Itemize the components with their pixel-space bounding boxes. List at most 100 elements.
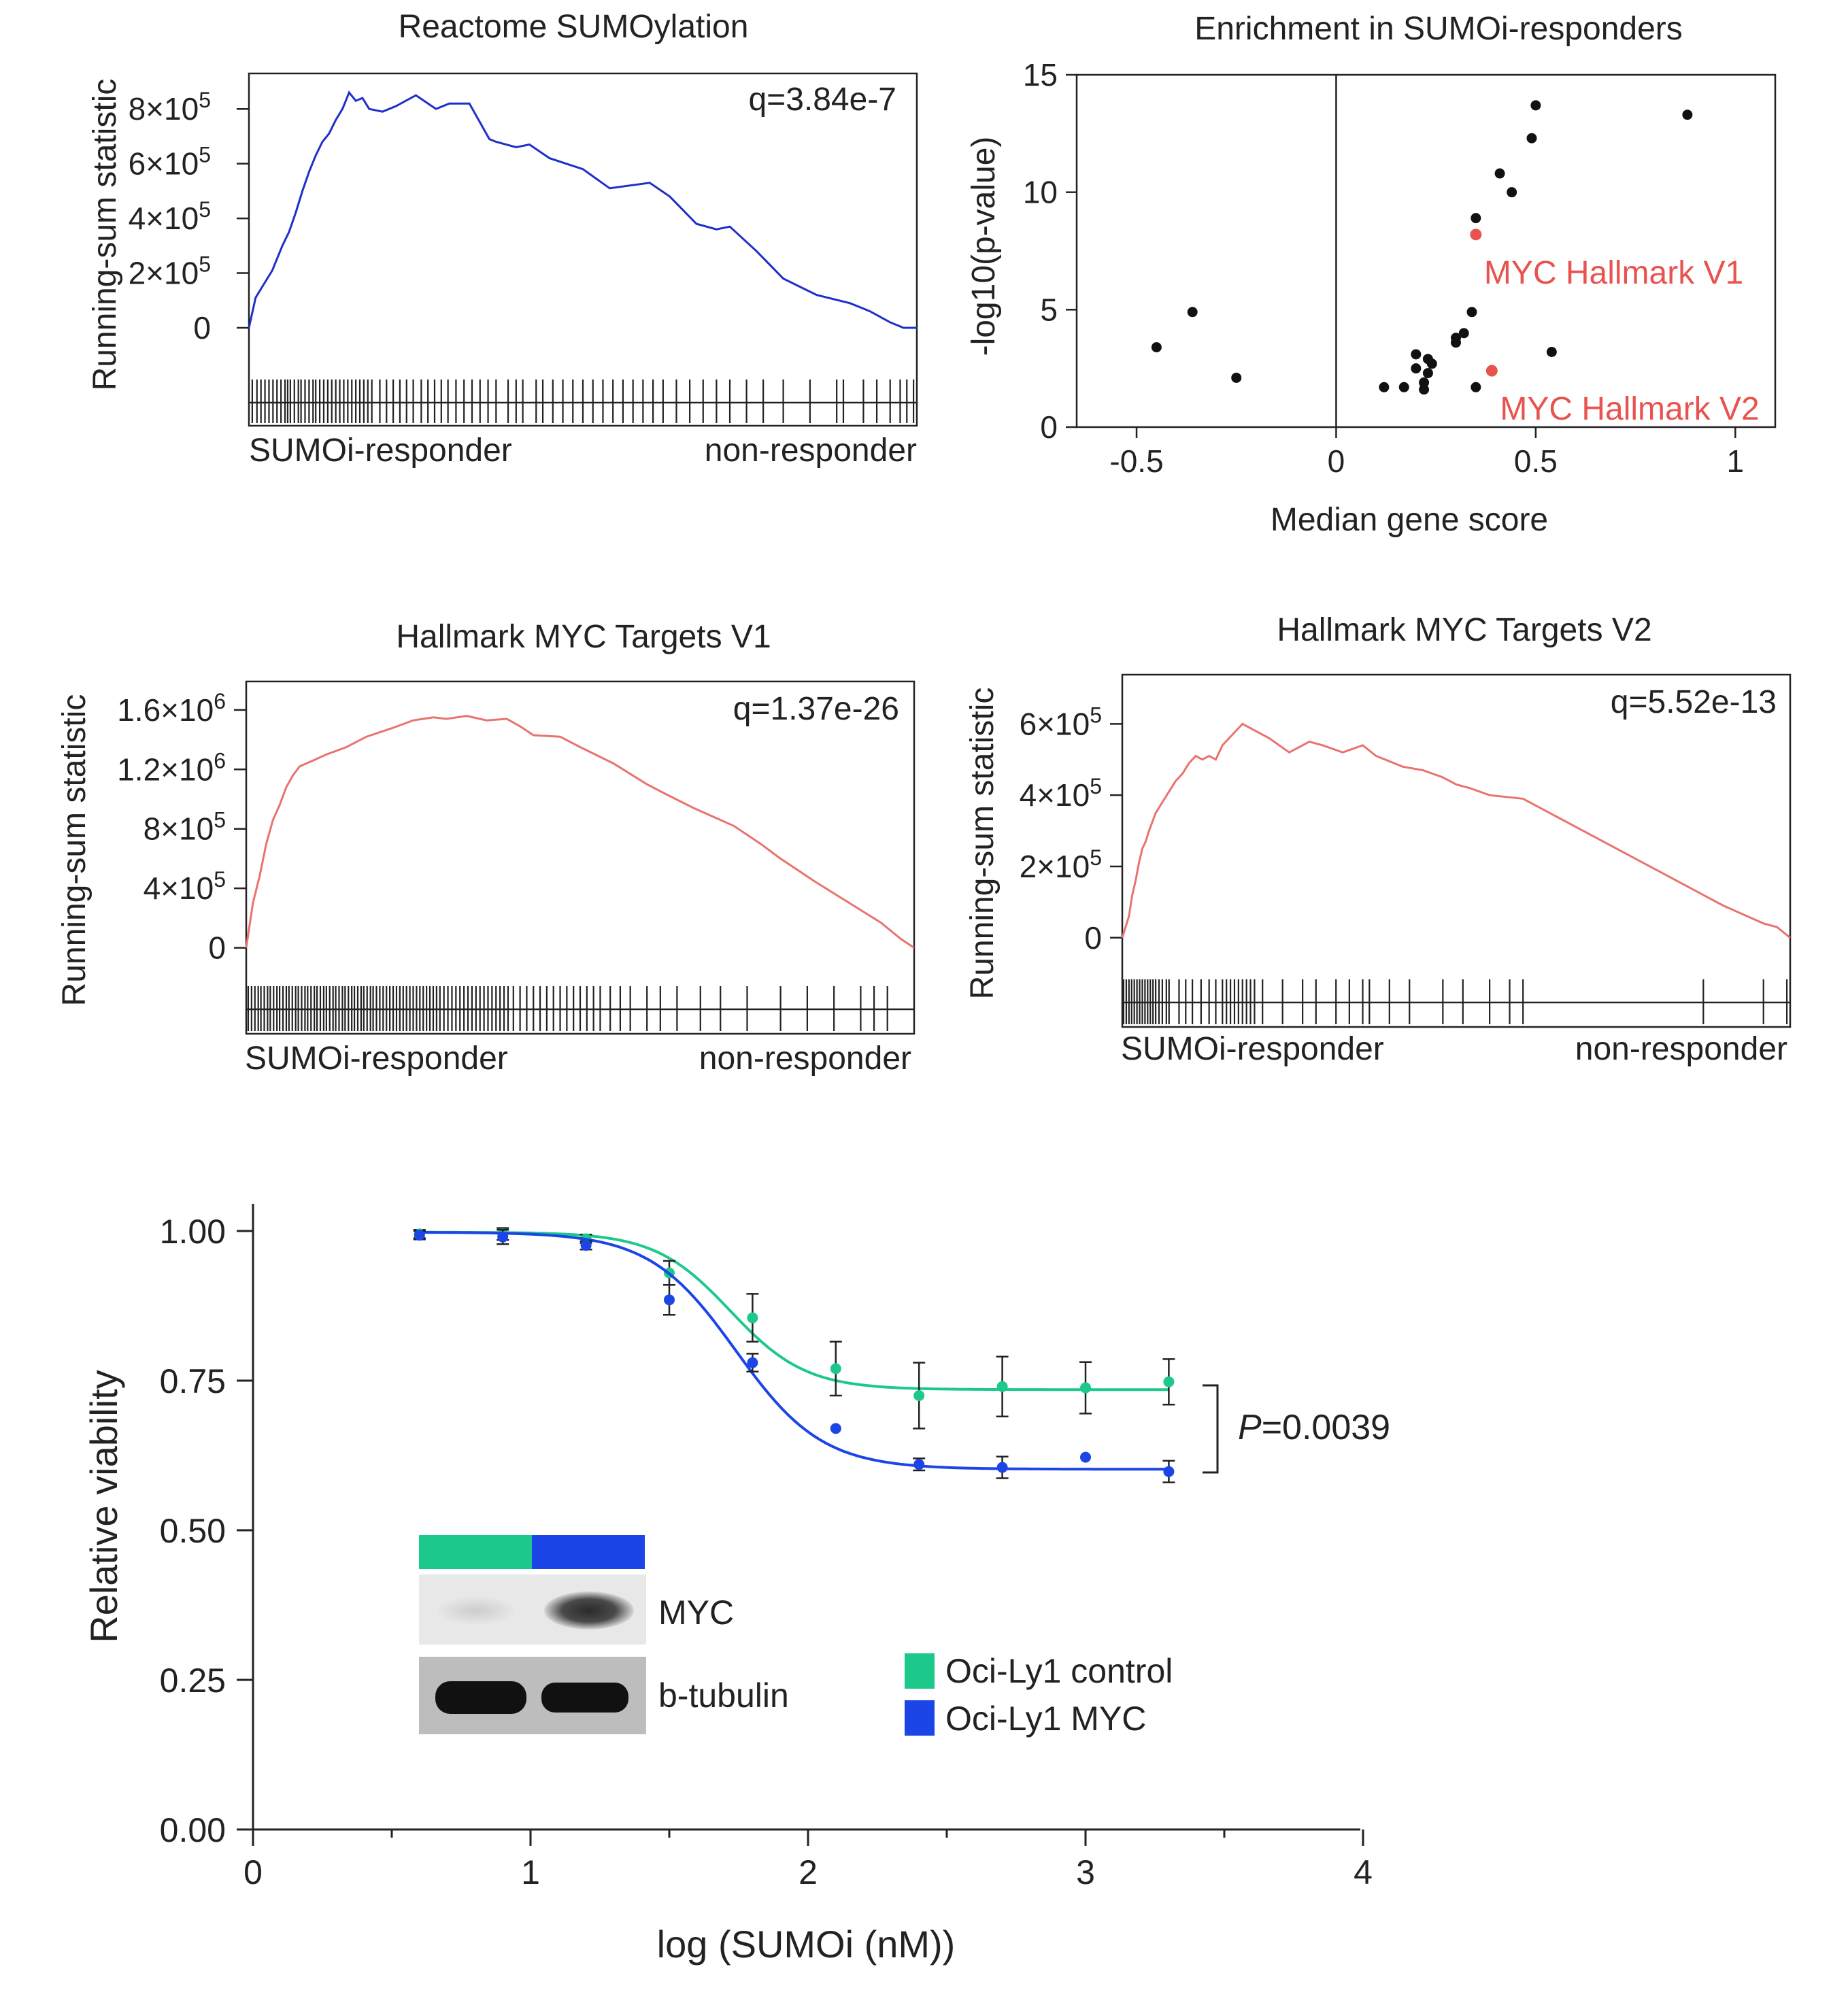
myc-v2-panel: Hallmark MYC Targets V2 Running-sum stat… [964,612,1792,1067]
significance-bracket [1203,1384,1219,1474]
reactome-running-sum-line [248,90,917,329]
reactome-ytick-label: 0 [193,310,211,345]
reactome-xlabel-left: SUMOi-responder [249,433,512,469]
enrichment-points [1151,100,1693,395]
viability-ytick-label: 0.25 [160,1662,226,1700]
viability-point [580,1240,592,1251]
enrichment-point [1379,382,1390,392]
enrichment-point [1231,372,1242,383]
myc-v2-y-axis: 0 2×105 4×105 6×105 [1020,703,1122,956]
myc-v1-title: Hallmark MYC Targets V1 [396,619,771,655]
enrichment-title: Enrichment in SUMOi-responders [1194,11,1683,47]
myc-v1-xlabel-right: non-responder [699,1041,911,1077]
viability-point [747,1357,758,1368]
enrichment-ylabel: -log10(p-value) [966,137,1002,356]
enrichment-highlight-label: MYC Hallmark V1 [1484,255,1743,291]
reactome-plot-frame [248,72,918,427]
myc-v2-q-value: q=5.52e-13 [1611,684,1777,720]
viability-panel: Relative viability log (SUMOi (nM)) 0 1 2 3… [82,1204,1390,1966]
viability-ytick-label: 1.00 [160,1213,226,1251]
viability-xtick-label: 4 [1354,1853,1373,1891]
myc-v2-plot-frame [1121,673,1792,1028]
enrichment-point [1422,368,1433,379]
enrichment-point [1494,168,1505,179]
enrichment-plot-frame [1075,73,1777,428]
reactome-xlabel-right: non-responder [705,433,917,469]
viability-point [1080,1451,1091,1463]
enrichment-point [1507,187,1517,198]
enrichment-point [1398,382,1409,392]
viability-legend: Oci-Ly1 control Oci-Ly1 MYC [905,1652,1173,1738]
myc_v2-ytick-label: 6×105 [1020,703,1102,741]
viability-point [1163,1376,1175,1387]
enrichment-point [1151,342,1162,353]
enrichment-point [1458,328,1469,339]
myc-v2-running-sum-line [1121,722,1791,939]
myc_v2-ytick-label: 0 [1084,920,1102,956]
legend-swatch-myc [905,1700,935,1736]
viability-point [747,1312,758,1323]
viability-xtick-label: 2 [799,1853,818,1891]
inset-control-color-bar [419,1535,532,1569]
enrichment-highlight-label: MYC Hallmark V2 [1500,391,1759,427]
enrichment-xtick-label: 0.5 [1514,443,1558,479]
enrichment-point [1682,109,1693,120]
viability-point [913,1459,925,1470]
enrichment-point [1419,384,1430,395]
myc-band-myc [544,1591,634,1630]
myc_v1-ytick-label: 0 [208,930,226,966]
viability-xtick-label: 0 [243,1853,263,1891]
enrichment-point [1411,363,1422,374]
myc-v1-ylabel: Running-sum statistic [56,694,93,1007]
enrichment-highlights: MYC Hallmark V1 MYC Hallmark V2 [1470,229,1760,427]
viability-xlabel: log (SUMOi (nM)) [657,1923,956,1966]
reactome-title: Reactome SUMOylation [399,9,749,45]
tubulin-band-myc [541,1683,628,1713]
myc_v2-ytick-label: 2×105 [1020,845,1102,884]
enrichment-point [1471,382,1481,392]
myc_v1-ytick-label: 4×105 [144,867,226,906]
enrichment-point [1411,349,1422,360]
enrichment-point [1526,133,1537,144]
enrichment-xtick-label: 1 [1727,443,1745,479]
legend-swatch-control [905,1653,935,1689]
reactome-hit-marks [251,380,915,423]
reactome-panel: Reactome SUMOylation Running-sum statist… [87,9,918,469]
myc-v2-xlabel-right: non-responder [1575,1031,1787,1067]
viability-point [996,1462,1008,1473]
viability-fit-curve [419,1231,1169,1471]
viability-point [996,1381,1008,1392]
enrichment-point [1451,337,1462,348]
viability-ticks: 0 1 2 3 4 0.00 0.25 0.50 0.75 1.00 [160,1213,1373,1891]
reactome-ylabel: Running-sum statistic [87,79,123,391]
blot-label-tubulin: b-tubulin [658,1676,789,1715]
myc_v1-ytick-label: 1.6×106 [117,689,226,728]
viability-xtick-label: 3 [1076,1853,1095,1891]
myc_v2-ytick-label: 4×105 [1020,774,1102,813]
enrichment-point [1426,358,1437,369]
viability-fit-curve [419,1230,1169,1392]
blot-label-myc: MYC [658,1593,734,1632]
enrichment-ytick-label: 10 [1023,175,1058,210]
enrichment-point [1419,377,1430,388]
enrichment-panel: Enrichment in SUMOi-responders -log10(p-… [966,11,1777,538]
viability-point [414,1230,425,1241]
reactome-ytick-label: 2×105 [129,252,211,291]
viability-point [497,1231,509,1243]
myc-v1-y-axis: 0 4×105 8×105 1.2×106 1.6×106 [117,689,246,966]
viability-point [664,1294,675,1306]
enrichment-ytick-label: 0 [1040,409,1058,445]
myc-v2-xlabel-left: SUMOi-responder [1121,1031,1384,1067]
legend-label-control: Oci-Ly1 control [945,1652,1173,1690]
reactome-ytick-label: 8×105 [129,88,211,127]
myc_v1-ytick-label: 1.2×106 [117,748,226,787]
myc-band-control [438,1597,514,1624]
enrichment-point [1471,213,1481,224]
viability-ylabel: Relative viability [82,1370,125,1643]
viability-point [830,1423,841,1434]
legend-label-myc: Oci-Ly1 MYC [945,1700,1146,1738]
viability-ytick-label: 0.00 [160,1811,226,1849]
viability-series [413,1227,1175,1483]
